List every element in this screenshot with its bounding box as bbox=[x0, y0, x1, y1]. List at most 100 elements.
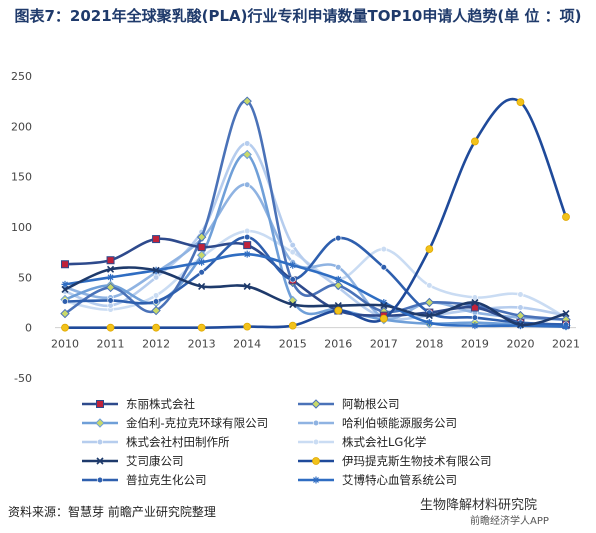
data-point bbox=[244, 233, 251, 241]
y-tick-label: 150 bbox=[11, 171, 32, 184]
data-point bbox=[197, 243, 206, 252]
x-tick-label: 2012 bbox=[142, 338, 170, 351]
data-point bbox=[152, 298, 160, 305]
data-point bbox=[562, 213, 570, 221]
legend-label: 东丽株式会社 bbox=[126, 397, 195, 411]
data-point bbox=[471, 294, 479, 301]
data-point bbox=[151, 305, 161, 316]
page-title: 图表7：2021年全球聚乳酸(PLA)行业专利申请数量TOP10申请人趋势(单 … bbox=[14, 7, 582, 25]
data-point bbox=[289, 261, 297, 269]
data-point bbox=[107, 297, 114, 304]
legend-label: 株式会社LG化学 bbox=[342, 435, 426, 449]
chart-area: -50 0 50 100 150 200 250 2010 2011 2012 2013 2014 20… bbox=[10, 52, 586, 495]
data-point bbox=[470, 303, 479, 312]
x-tick-label: 2020 bbox=[506, 338, 534, 351]
data-point bbox=[198, 258, 206, 266]
data-point bbox=[335, 264, 342, 271]
data-point bbox=[61, 323, 69, 332]
x-tick-label: 2021 bbox=[552, 338, 580, 351]
data-point bbox=[107, 273, 115, 281]
x-tick-label: 2011 bbox=[97, 338, 125, 351]
data-point bbox=[517, 291, 524, 298]
data-point bbox=[289, 242, 296, 249]
data-point bbox=[425, 319, 433, 327]
y-tick-label: 50 bbox=[18, 271, 32, 284]
data-point bbox=[380, 264, 387, 271]
legend-swatch-marker bbox=[96, 457, 104, 465]
legend-label: 阿勒根公司 bbox=[342, 397, 400, 411]
data-point bbox=[516, 321, 525, 329]
legend-swatch-marker bbox=[96, 476, 104, 484]
x-tick-label: 2015 bbox=[279, 338, 307, 351]
data-point bbox=[471, 314, 479, 321]
data-point bbox=[562, 310, 570, 318]
data-point bbox=[198, 269, 205, 276]
data-point bbox=[380, 299, 388, 306]
data-point bbox=[244, 181, 251, 188]
legend-swatch-marker bbox=[96, 438, 104, 446]
legend-swatch-marker bbox=[312, 438, 320, 446]
data-point bbox=[471, 137, 479, 146]
data-point bbox=[243, 322, 252, 331]
data-point bbox=[152, 292, 160, 299]
data-point bbox=[152, 235, 161, 244]
data-point bbox=[243, 241, 252, 250]
data-point bbox=[196, 232, 207, 242]
data-point bbox=[516, 98, 525, 107]
data-point bbox=[333, 280, 343, 291]
legend-swatch-marker bbox=[312, 457, 320, 465]
data-point bbox=[61, 280, 69, 288]
x-tick-label: 2013 bbox=[188, 338, 216, 351]
data-point bbox=[289, 276, 296, 283]
legend-label: 艾博特心血管系统公司 bbox=[342, 473, 457, 487]
data-point bbox=[197, 323, 206, 332]
legend-label: 普拉克生化公司 bbox=[126, 473, 207, 487]
wechat-watermark: 生物降解材料研究院 bbox=[420, 498, 538, 513]
wechat-sub-watermark: 前瞻经济学人APP bbox=[470, 516, 549, 527]
data-point bbox=[380, 301, 388, 310]
data-point bbox=[562, 323, 570, 331]
data-point bbox=[244, 227, 251, 235]
data-point bbox=[243, 250, 251, 258]
legend-label: 金伯利-克拉克环球有限公司 bbox=[126, 416, 268, 430]
legend-swatch-marker bbox=[95, 418, 105, 428]
data-point bbox=[106, 256, 115, 265]
data-point bbox=[425, 312, 433, 320]
data-point bbox=[334, 275, 342, 283]
data-point bbox=[61, 298, 69, 305]
data-point bbox=[106, 323, 115, 332]
data-point bbox=[289, 300, 297, 309]
data-point bbox=[152, 323, 160, 332]
legend-label: 哈利伯顿能源服务公司 bbox=[342, 416, 457, 430]
legend-swatch-marker bbox=[96, 400, 104, 408]
data-point bbox=[244, 140, 251, 147]
y-tick-label: 100 bbox=[11, 221, 32, 234]
legend-swatch-marker bbox=[312, 419, 320, 427]
y-tick-label: 0 bbox=[25, 322, 32, 335]
x-tick-label: 2017 bbox=[370, 338, 398, 351]
data-point bbox=[426, 282, 433, 289]
data-point bbox=[242, 96, 252, 106]
data-point bbox=[61, 260, 69, 269]
data-point bbox=[198, 282, 206, 290]
legend-label: 株式会社村田制作所 bbox=[126, 435, 230, 449]
series-line bbox=[63, 153, 568, 327]
data-point bbox=[61, 285, 69, 293]
data-point bbox=[334, 306, 343, 315]
data-point bbox=[471, 322, 479, 330]
data-point bbox=[105, 282, 116, 293]
data-point bbox=[335, 234, 342, 242]
x-tick-label: 2019 bbox=[461, 338, 489, 351]
y-tick-label: -50 bbox=[14, 372, 32, 385]
data-point bbox=[152, 266, 160, 274]
x-tick-label: 2014 bbox=[233, 338, 261, 351]
data-point bbox=[243, 282, 251, 290]
line-chart: -50 0 50 100 150 200 250 2010 2011 2012 2013 2014 20… bbox=[11, 70, 580, 487]
data-point bbox=[242, 149, 252, 160]
series-line bbox=[63, 266, 568, 327]
data-point bbox=[425, 245, 434, 254]
x-tick-label: 2010 bbox=[51, 338, 79, 351]
data-point bbox=[106, 265, 115, 273]
source-note: 资料来源：智慧芽 前瞻产业研究院整理 bbox=[8, 505, 216, 519]
data-point bbox=[60, 308, 70, 319]
